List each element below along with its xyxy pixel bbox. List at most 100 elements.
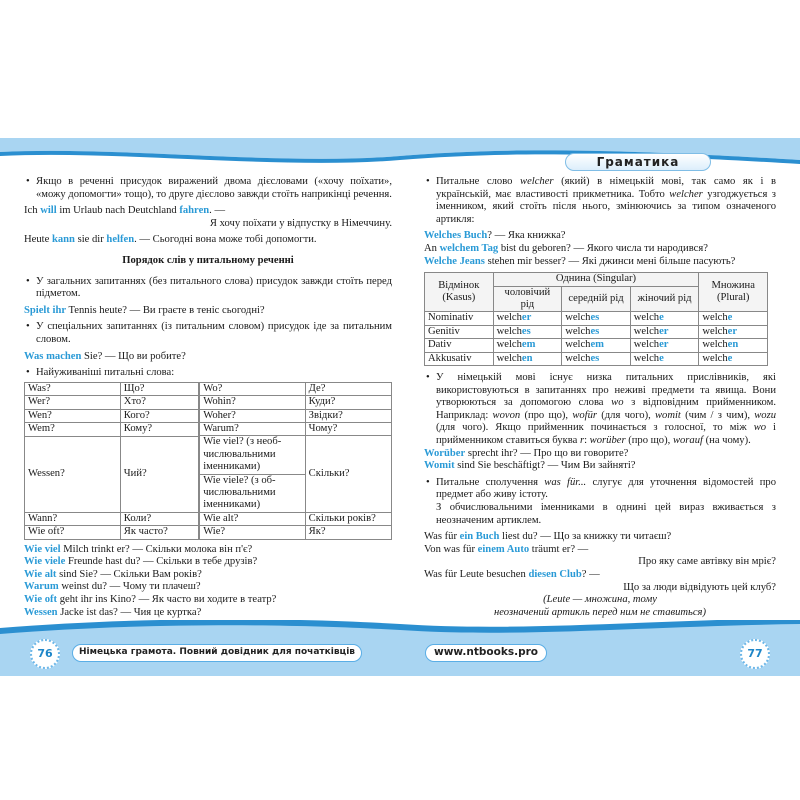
text-segment: . — Сьогодні вона може тобі допомогти.: [134, 234, 317, 246]
table-cell: Як?: [304, 525, 393, 540]
table-cell: Коли?: [119, 511, 200, 527]
stem: welch: [702, 325, 728, 337]
table-cell: Що?: [119, 381, 200, 397]
table-row: Wer? Хто?: [24, 395, 200, 410]
declension-form: welcher: [492, 311, 563, 326]
declension-form: welchen: [698, 338, 768, 353]
text-segment: :: [584, 434, 590, 446]
example-line: Ich will im Urlaub nach Deutchland fahre…: [24, 205, 392, 218]
declension-form: welcher: [629, 324, 700, 340]
highlighted-text: Spielt ihr: [24, 304, 67, 316]
highlighted-text: Wie alt: [24, 568, 57, 580]
table-cell: Чому?: [304, 421, 393, 437]
website-link[interactable]: www.ntbooks.pro: [425, 644, 547, 662]
text-segment: (на чому).: [702, 434, 751, 446]
ending: en: [727, 339, 739, 351]
right-page: Питальне слово welcher (який) в німецькі…: [424, 176, 776, 619]
text-segment: Я хочу поїхати у відпустку в Німеччину.: [209, 217, 392, 229]
stem: welch: [565, 325, 591, 337]
header-singular: Однина (Singular): [492, 272, 700, 287]
highlighted-text: ein Buch: [459, 531, 500, 543]
table-row: Wie alt? Скільки років?: [199, 511, 393, 527]
text-segment: wo: [753, 422, 767, 434]
footer-wave: [0, 620, 800, 676]
table-header-row: чоловічий рід середній рід жіночий рід: [425, 285, 768, 313]
highlighted-text: will: [40, 205, 57, 217]
table-cell: Woher?: [199, 408, 306, 423]
table-cell: Wie alt?: [199, 511, 306, 527]
highlighted-text: diesen Club: [528, 568, 582, 580]
table-row: Wem? Кому?: [24, 422, 200, 437]
example-line: Was machen Sie? — Що ви робите?: [24, 351, 392, 364]
text-segment: Was für: [424, 531, 460, 543]
table-row: Woher? Звідки?: [199, 408, 393, 423]
table-row: Wann? Коли?: [24, 511, 200, 527]
declension-form: welchem: [561, 338, 631, 353]
stem: welch: [496, 325, 522, 337]
example-line: Welche Jeans stehen mir besser? — Які дж…: [424, 256, 776, 269]
text-segment: weinst du? — Чому ти плачеш?: [58, 581, 201, 593]
ending: en: [521, 352, 533, 364]
text-segment: stehen mir besser? — Які джинси мені біл…: [484, 255, 736, 267]
table-cell: Wessen?: [24, 435, 121, 513]
text-segment: Jacke ist das? — Чия це куртка?: [57, 606, 202, 618]
stem: welch: [702, 312, 728, 324]
ending: er: [659, 325, 669, 337]
table-cell: Wie viele? (з об-числювальними іменникам…: [199, 473, 306, 513]
example-line: Spielt ihr Tennis heute? — Ви граєте в т…: [24, 305, 392, 318]
table-row: Wohin? Куди?: [199, 395, 393, 410]
stem: welch: [496, 339, 522, 351]
highlighted-text: Worüber: [424, 447, 466, 459]
example-line: неозначений артикль перед ним не ставить…: [424, 607, 776, 620]
table-cell: Wie?: [199, 525, 306, 540]
stem: welch: [565, 352, 591, 364]
highlighted-text: kann: [51, 234, 75, 246]
welcher-declension-table: Відмінок (Kasus) Однина (Singular) Множина…: [424, 272, 768, 367]
text-segment: welcher: [520, 176, 554, 187]
ending: e: [727, 312, 733, 324]
ending: em: [521, 339, 536, 351]
ending: e: [659, 352, 664, 364]
header-gender: середній рід: [561, 285, 631, 313]
section-badge: Граматика: [565, 153, 711, 171]
table-cell: Хто?: [119, 395, 200, 410]
text-segment: ? —: [581, 568, 600, 580]
ending: es: [590, 352, 600, 364]
declension-form: welches: [561, 324, 631, 340]
declension-form: welche: [698, 311, 768, 326]
text-segment: (чим / з чим),: [680, 409, 755, 421]
table-cell: Wohin?: [199, 395, 306, 410]
ending: es: [590, 312, 600, 324]
text-segment: з відповідним прийменником. Наприклад:: [436, 397, 776, 421]
case-name: Nominativ: [424, 311, 494, 326]
highlighted-text: einem Auto: [477, 543, 530, 555]
table-cell: Was?: [24, 381, 121, 397]
text-segment: У загальних запитаннях (без питального с…: [36, 275, 392, 300]
text-segment: womit: [654, 409, 681, 421]
text-segment: слугує для уточнення відомостей про пред…: [436, 476, 776, 501]
text-segment: і прийменником ставиться буква: [436, 422, 777, 446]
declension-form: welcher: [698, 324, 768, 340]
bullet-paragraph: Питальне слово welcher (який) в німецькі…: [424, 176, 776, 226]
table-cell: Як часто?: [119, 525, 200, 540]
bullet-paragraph: З обчислювальними іменниками в однині це…: [424, 502, 776, 527]
table-row: Genitiv welches welches welcher welcher: [424, 324, 768, 340]
text-segment: Freunde hast du? — Скільки в тебе друзів…: [65, 556, 258, 568]
example-line: An welchem Tag bist du geboren? — Якого …: [424, 243, 776, 256]
highlighted-text: welchem Tag: [439, 242, 499, 254]
header-case: Відмінок (Kasus): [424, 272, 494, 313]
text-segment: wofür: [572, 409, 598, 421]
highlighted-text: fahren: [179, 205, 210, 217]
question-words-tables: Was? Що? Wer? Хто? Wen? Кого? Wem? Кому? Wessen?…: [24, 381, 393, 540]
text-segment: (Leute — множина, тому: [543, 594, 657, 606]
text-segment: Що за люди відвідують цей клуб?: [623, 581, 776, 593]
example-line: (Leute — множина, тому: [424, 594, 776, 607]
stem: welch: [633, 339, 660, 351]
ending: em: [590, 339, 605, 351]
text-segment: (для чого),: [597, 409, 655, 421]
text-segment: З обчислювальними іменниками в однині це…: [436, 501, 776, 526]
table-cell: Wem?: [24, 422, 121, 437]
example-line: Wie oft geht ihr ins Kino? — Як часто ви…: [24, 594, 392, 607]
table-cell: Скільки років?: [304, 511, 393, 527]
case-name: Genitiv: [424, 324, 494, 340]
